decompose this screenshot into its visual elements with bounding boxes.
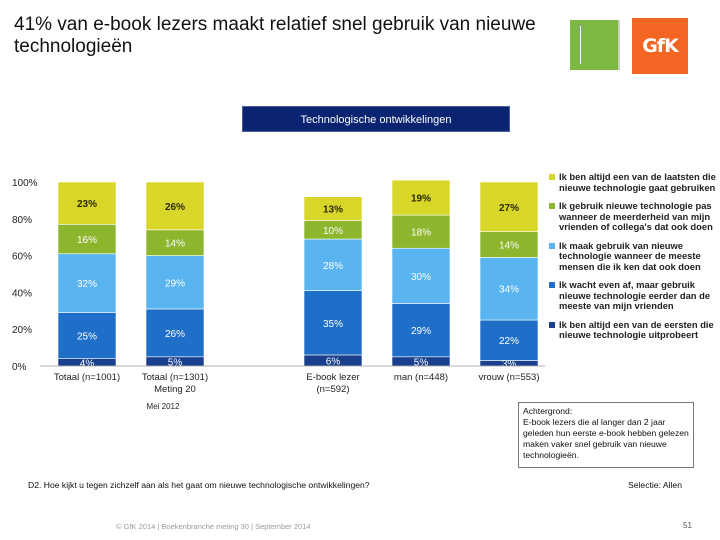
- bar-segment: [145, 255, 205, 310]
- bar-segment: [479, 231, 539, 258]
- bar-segment: [303, 196, 363, 221]
- bar-value-label: 3%: [502, 359, 517, 370]
- x-category-label: Totaal (n=1301): [142, 372, 208, 383]
- bar-value-label: 16%: [77, 235, 97, 246]
- x-category-label: man (n=448): [394, 372, 448, 383]
- bar-segment: [391, 214, 451, 249]
- legend-label: Ik maak gebruik van nieuwe technologie w…: [559, 239, 701, 272]
- survey-question: D2. Hoe kijkt u tegen zichzelf aan als h…: [28, 480, 370, 490]
- bar-segment: [57, 224, 117, 255]
- bar-value-label: 4%: [80, 358, 95, 369]
- group-label: Mei 2012: [147, 402, 180, 411]
- bar-segment: [391, 179, 451, 216]
- legend-swatch: [549, 282, 555, 288]
- y-tick-label: 60%: [12, 252, 32, 263]
- bar-segment: [57, 181, 117, 225]
- legend-item: Ik maak gebruik van nieuwe technologie w…: [549, 239, 717, 273]
- bar-segment: [479, 181, 539, 232]
- bar-segment: [145, 308, 205, 358]
- x-category-sublabel: (n=592): [316, 384, 349, 395]
- legend-item: Ik gebruik nieuwe technologie pas wannee…: [549, 200, 717, 233]
- bar-value-label: 26%: [165, 202, 185, 213]
- legend-label: Ik wacht even af, maar gebruik nieuwe te…: [559, 279, 711, 311]
- bar-value-label: 35%: [323, 319, 343, 330]
- x-category-label: E-book lezer: [306, 372, 359, 383]
- bar-value-label: 29%: [411, 326, 431, 337]
- bar-value-label: 19%: [411, 194, 431, 205]
- x-category-label: vrouw (n=553): [479, 372, 540, 383]
- x-category-sublabel: Meting 20: [154, 384, 196, 395]
- bar-segment: [391, 303, 451, 358]
- y-tick-label: 20%: [12, 325, 32, 336]
- y-tick-label: 80%: [12, 215, 32, 226]
- selection-label: Selectie: Allen: [628, 480, 682, 490]
- bar-value-label: 5%: [414, 357, 429, 368]
- bar-segment: [145, 181, 205, 231]
- y-tick-label: 40%: [12, 288, 32, 299]
- legend-swatch: [549, 203, 555, 209]
- bar-segment: [145, 229, 205, 256]
- bar-segment: [303, 290, 363, 356]
- legend-label: Ik ben altijd een van de eersten die nie…: [559, 318, 714, 340]
- bar-value-label: 30%: [411, 272, 431, 283]
- bar-value-label: 10%: [323, 226, 343, 237]
- bar-segment: [391, 247, 451, 304]
- bar-value-label: 18%: [411, 228, 431, 239]
- bar-segment: [57, 253, 117, 313]
- chart-legend: Ik ben altijd een van de laatsten die ni…: [549, 171, 717, 341]
- legend-swatch: [549, 321, 555, 328]
- bar-segment: [479, 257, 539, 321]
- bar-segment: [57, 312, 117, 359]
- bar-value-label: 13%: [323, 205, 343, 216]
- y-tick-label: 100%: [12, 178, 38, 189]
- page-title: 41% van e-book lezers maakt relatief sne…: [14, 14, 536, 57]
- bar-value-label: 14%: [165, 239, 185, 250]
- legend-label: Ik gebruik nieuwe technologie pas wannee…: [559, 200, 713, 232]
- bar-value-label: 29%: [165, 278, 185, 289]
- note-text: Achtergrond: E-book lezers die al langer…: [523, 406, 689, 460]
- legend-item: Ik ben altijd een van de laatsten die ni…: [549, 171, 717, 193]
- bar-value-label: 28%: [323, 261, 343, 272]
- bar-value-label: 23%: [77, 199, 97, 210]
- bar-value-label: 32%: [77, 279, 97, 290]
- bar-value-label: 27%: [499, 203, 519, 214]
- y-tick-label: 0%: [12, 362, 27, 373]
- x-category-label: Totaal (n=1001): [54, 372, 120, 383]
- logo-mark: [580, 26, 609, 64]
- background-note: Achtergrond: E-book lezers die al langer…: [518, 402, 694, 468]
- bar-value-label: 26%: [165, 329, 185, 340]
- bar-value-label: 5%: [168, 357, 183, 368]
- legend-item: Ik ben altijd een van de eersten die nie…: [549, 318, 717, 341]
- legend-item: Ik wacht even af, maar gebruik nieuwe te…: [549, 279, 717, 312]
- bar-value-label: 34%: [499, 285, 519, 296]
- gfk-logo: GfK: [632, 18, 688, 74]
- legend-label: Ik ben altijd een van de laatsten die ni…: [559, 171, 716, 193]
- legend-swatch: [549, 242, 555, 249]
- bar-value-label: 22%: [499, 336, 519, 347]
- bar-segment: [479, 319, 539, 361]
- brand-logo-square: [570, 20, 620, 70]
- legend-swatch: [549, 174, 555, 180]
- section-banner: Technologische ontwikkelingen: [242, 106, 510, 132]
- bar-value-label: 6%: [326, 356, 341, 367]
- footer-copyright: © GfK 2014 | Boekenbranche meting 30 | S…: [116, 522, 311, 531]
- bar-value-label: 25%: [77, 332, 97, 343]
- page-number: 51: [683, 521, 692, 530]
- bar-value-label: 14%: [499, 241, 519, 252]
- bar-segment: [303, 238, 363, 291]
